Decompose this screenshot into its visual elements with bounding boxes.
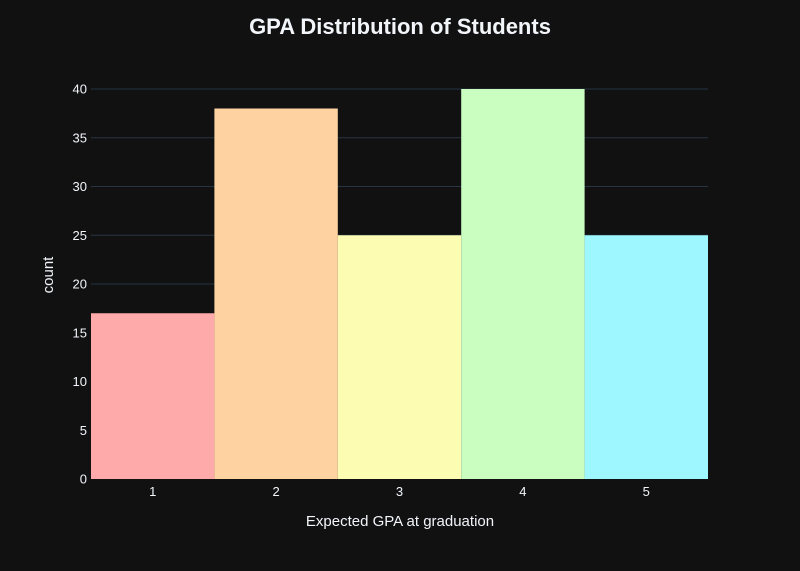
bar-3 — [337, 235, 462, 479]
y-tick-label: 0 — [80, 472, 87, 487]
chart-title: GPA Distribution of Students — [249, 14, 551, 39]
x-tick-label: 2 — [272, 484, 279, 499]
bar-5 — [584, 235, 708, 479]
y-axis-ticks: 0 5 10 15 20 25 30 35 40 — [73, 82, 87, 487]
y-tick-label: 20 — [73, 277, 87, 292]
bar-1 — [91, 313, 215, 479]
x-tick-label: 5 — [643, 484, 650, 499]
x-tick-label: 4 — [519, 484, 526, 499]
x-tick-label: 1 — [149, 484, 156, 499]
y-axis-title: count — [40, 256, 57, 294]
x-tick-label: 3 — [396, 484, 403, 499]
y-tick-label: 15 — [73, 325, 87, 340]
bars — [91, 89, 708, 479]
y-tick-label: 30 — [73, 179, 87, 194]
x-axis-ticks: 1 2 3 4 5 — [149, 484, 650, 499]
y-tick-label: 40 — [73, 82, 87, 97]
y-tick-label: 35 — [73, 130, 87, 145]
x-axis-title: Expected GPA at graduation — [306, 513, 494, 530]
y-tick-label: 25 — [73, 228, 87, 243]
y-tick-label: 10 — [73, 374, 87, 389]
bar-4 — [461, 89, 585, 479]
bar-2 — [214, 108, 338, 479]
y-tick-label: 5 — [80, 423, 87, 438]
